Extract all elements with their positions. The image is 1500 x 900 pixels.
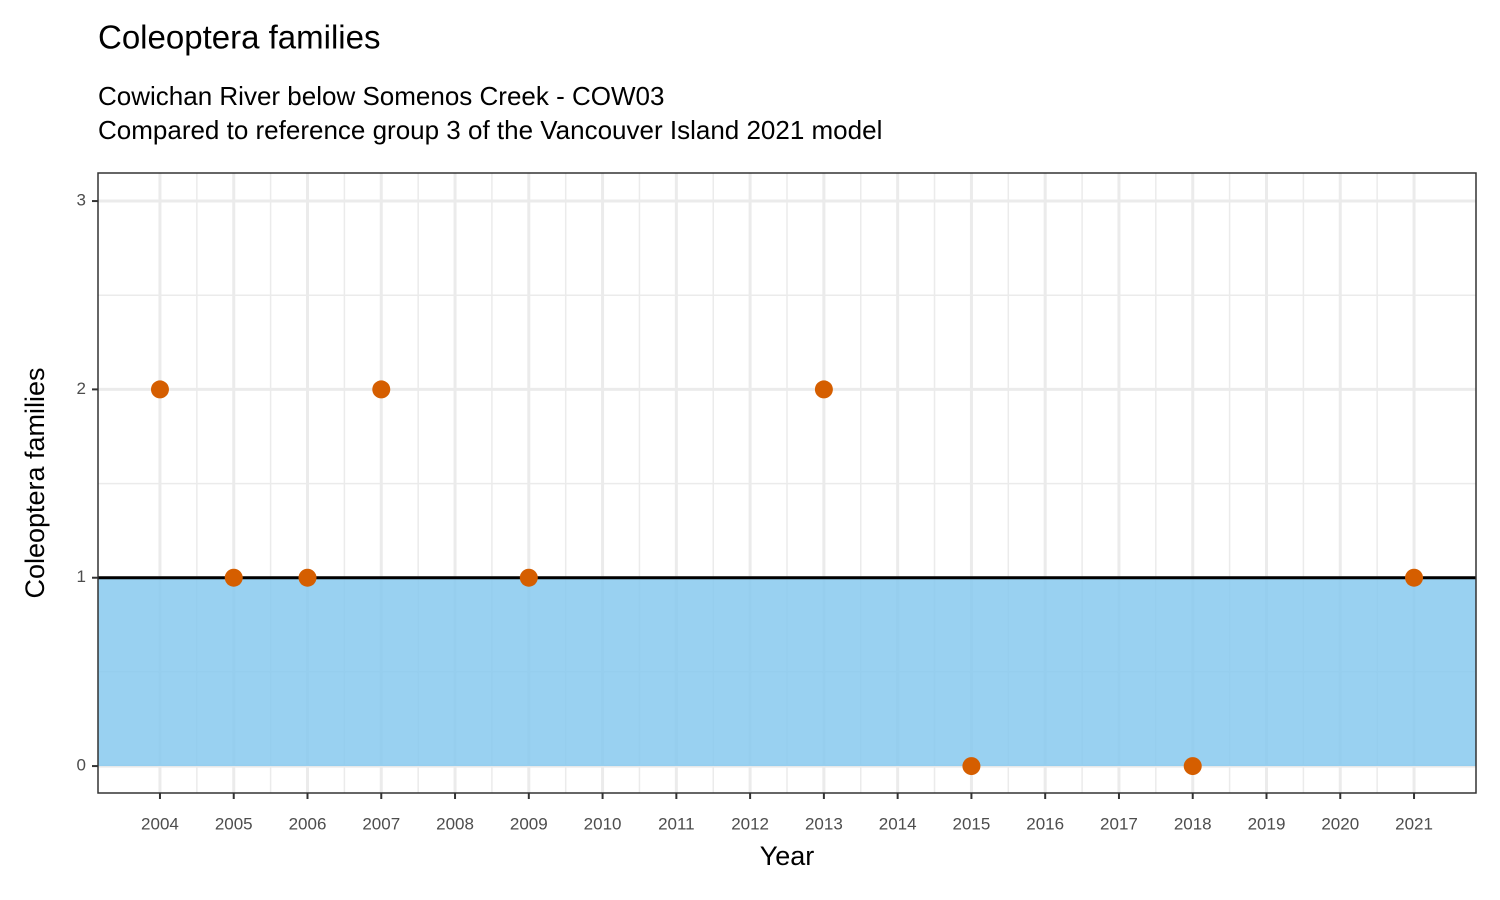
x-tick-label: 2004 xyxy=(141,814,179,833)
point xyxy=(224,568,243,587)
x-tick-label: 2011 xyxy=(658,814,695,833)
x-tick-label: 2020 xyxy=(1321,814,1359,833)
x-tick-label: 2005 xyxy=(215,814,253,833)
x-tick-label: 2009 xyxy=(510,814,548,833)
point xyxy=(814,380,833,399)
x-tick-label: 2015 xyxy=(953,814,991,833)
point xyxy=(298,568,317,587)
y-tick-label: 3 xyxy=(77,191,86,210)
x-axis-title: Year xyxy=(760,841,815,871)
reference-band xyxy=(98,577,1476,767)
point xyxy=(150,380,169,399)
x-tick-label: 2013 xyxy=(805,814,843,833)
point xyxy=(519,568,538,587)
x-tick-label: 2014 xyxy=(879,814,917,833)
point xyxy=(372,380,391,399)
chart-subtitle: Cowichan River below Somenos Creek - COW… xyxy=(98,81,664,111)
x-tick-label: 2006 xyxy=(289,814,327,833)
chart-title: Coleoptera families xyxy=(98,19,380,56)
chart-subtitle: Compared to reference group 3 of the Van… xyxy=(98,115,882,145)
x-tick-label: 2012 xyxy=(731,814,769,833)
x-tick-label: 2018 xyxy=(1174,814,1212,833)
x-tick-label: 2017 xyxy=(1100,814,1138,833)
x-tick-label: 2016 xyxy=(1026,814,1064,833)
y-tick-label: 2 xyxy=(77,379,86,398)
x-tick-label: 2021 xyxy=(1395,814,1433,833)
point xyxy=(1405,568,1424,587)
y-tick-label: 1 xyxy=(77,567,86,586)
x-tick-label: 2019 xyxy=(1248,814,1286,833)
y-tick-label: 0 xyxy=(77,756,86,775)
panel-border xyxy=(97,172,1477,794)
point xyxy=(962,757,981,776)
x-tick-label: 2010 xyxy=(584,814,622,833)
point xyxy=(1183,757,1202,776)
y-axis-title: Coleoptera families xyxy=(20,367,50,598)
x-tick-label: 2007 xyxy=(362,814,400,833)
x-tick-label: 2008 xyxy=(436,814,474,833)
